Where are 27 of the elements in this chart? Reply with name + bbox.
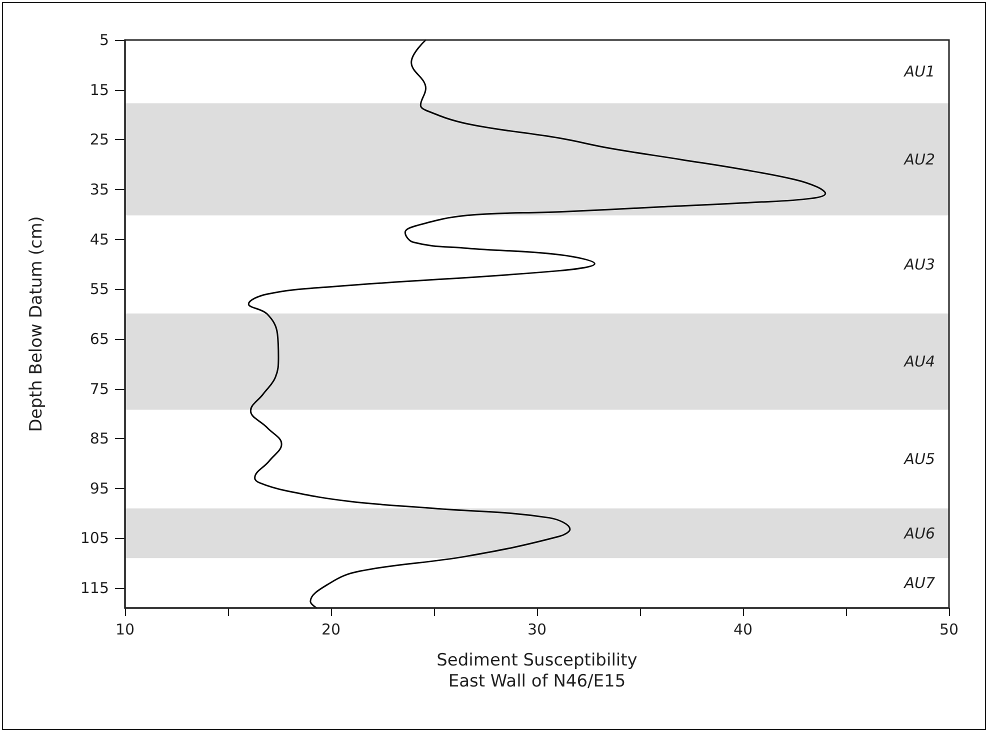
x-tick-label: 30 — [527, 620, 547, 638]
y-tick-label: 105 — [80, 529, 109, 548]
y-tick-label: 55 — [90, 280, 109, 298]
y-tick-label: 25 — [90, 130, 109, 149]
y-tick-label: 35 — [90, 180, 109, 198]
y-tick-label: 45 — [90, 230, 109, 248]
annotation: AU3 — [903, 255, 935, 274]
band-label: AU6 — [903, 524, 935, 542]
y-tick-label: 65 — [90, 330, 109, 348]
x-tick-label: 50 — [939, 620, 959, 638]
y-tick-label: 75 — [90, 380, 109, 398]
y-tick-label: 85 — [90, 430, 109, 448]
x-axis-title: Sediment Susceptibility East Wall of N46/E15 — [436, 650, 638, 692]
band-label: AU4 — [903, 352, 935, 371]
x-tick-label: 20 — [321, 620, 341, 638]
y-tick-label: 15 — [90, 80, 109, 99]
y-tick-label: 95 — [90, 479, 109, 498]
y-tick-label: 115 — [80, 579, 109, 598]
x-tick-label: 40 — [733, 620, 753, 638]
x-tick-label: 10 — [115, 620, 135, 638]
line-series — [248, 39, 826, 609]
y-tick-label: 5 — [99, 31, 109, 49]
y-axis-title: Depth Below Datum (cm) — [26, 216, 46, 432]
annotation: AU5 — [903, 450, 935, 468]
annotation: AU7 — [903, 574, 936, 592]
band-label: AU2 — [903, 150, 935, 168]
annotation: AU1 — [903, 62, 935, 81]
